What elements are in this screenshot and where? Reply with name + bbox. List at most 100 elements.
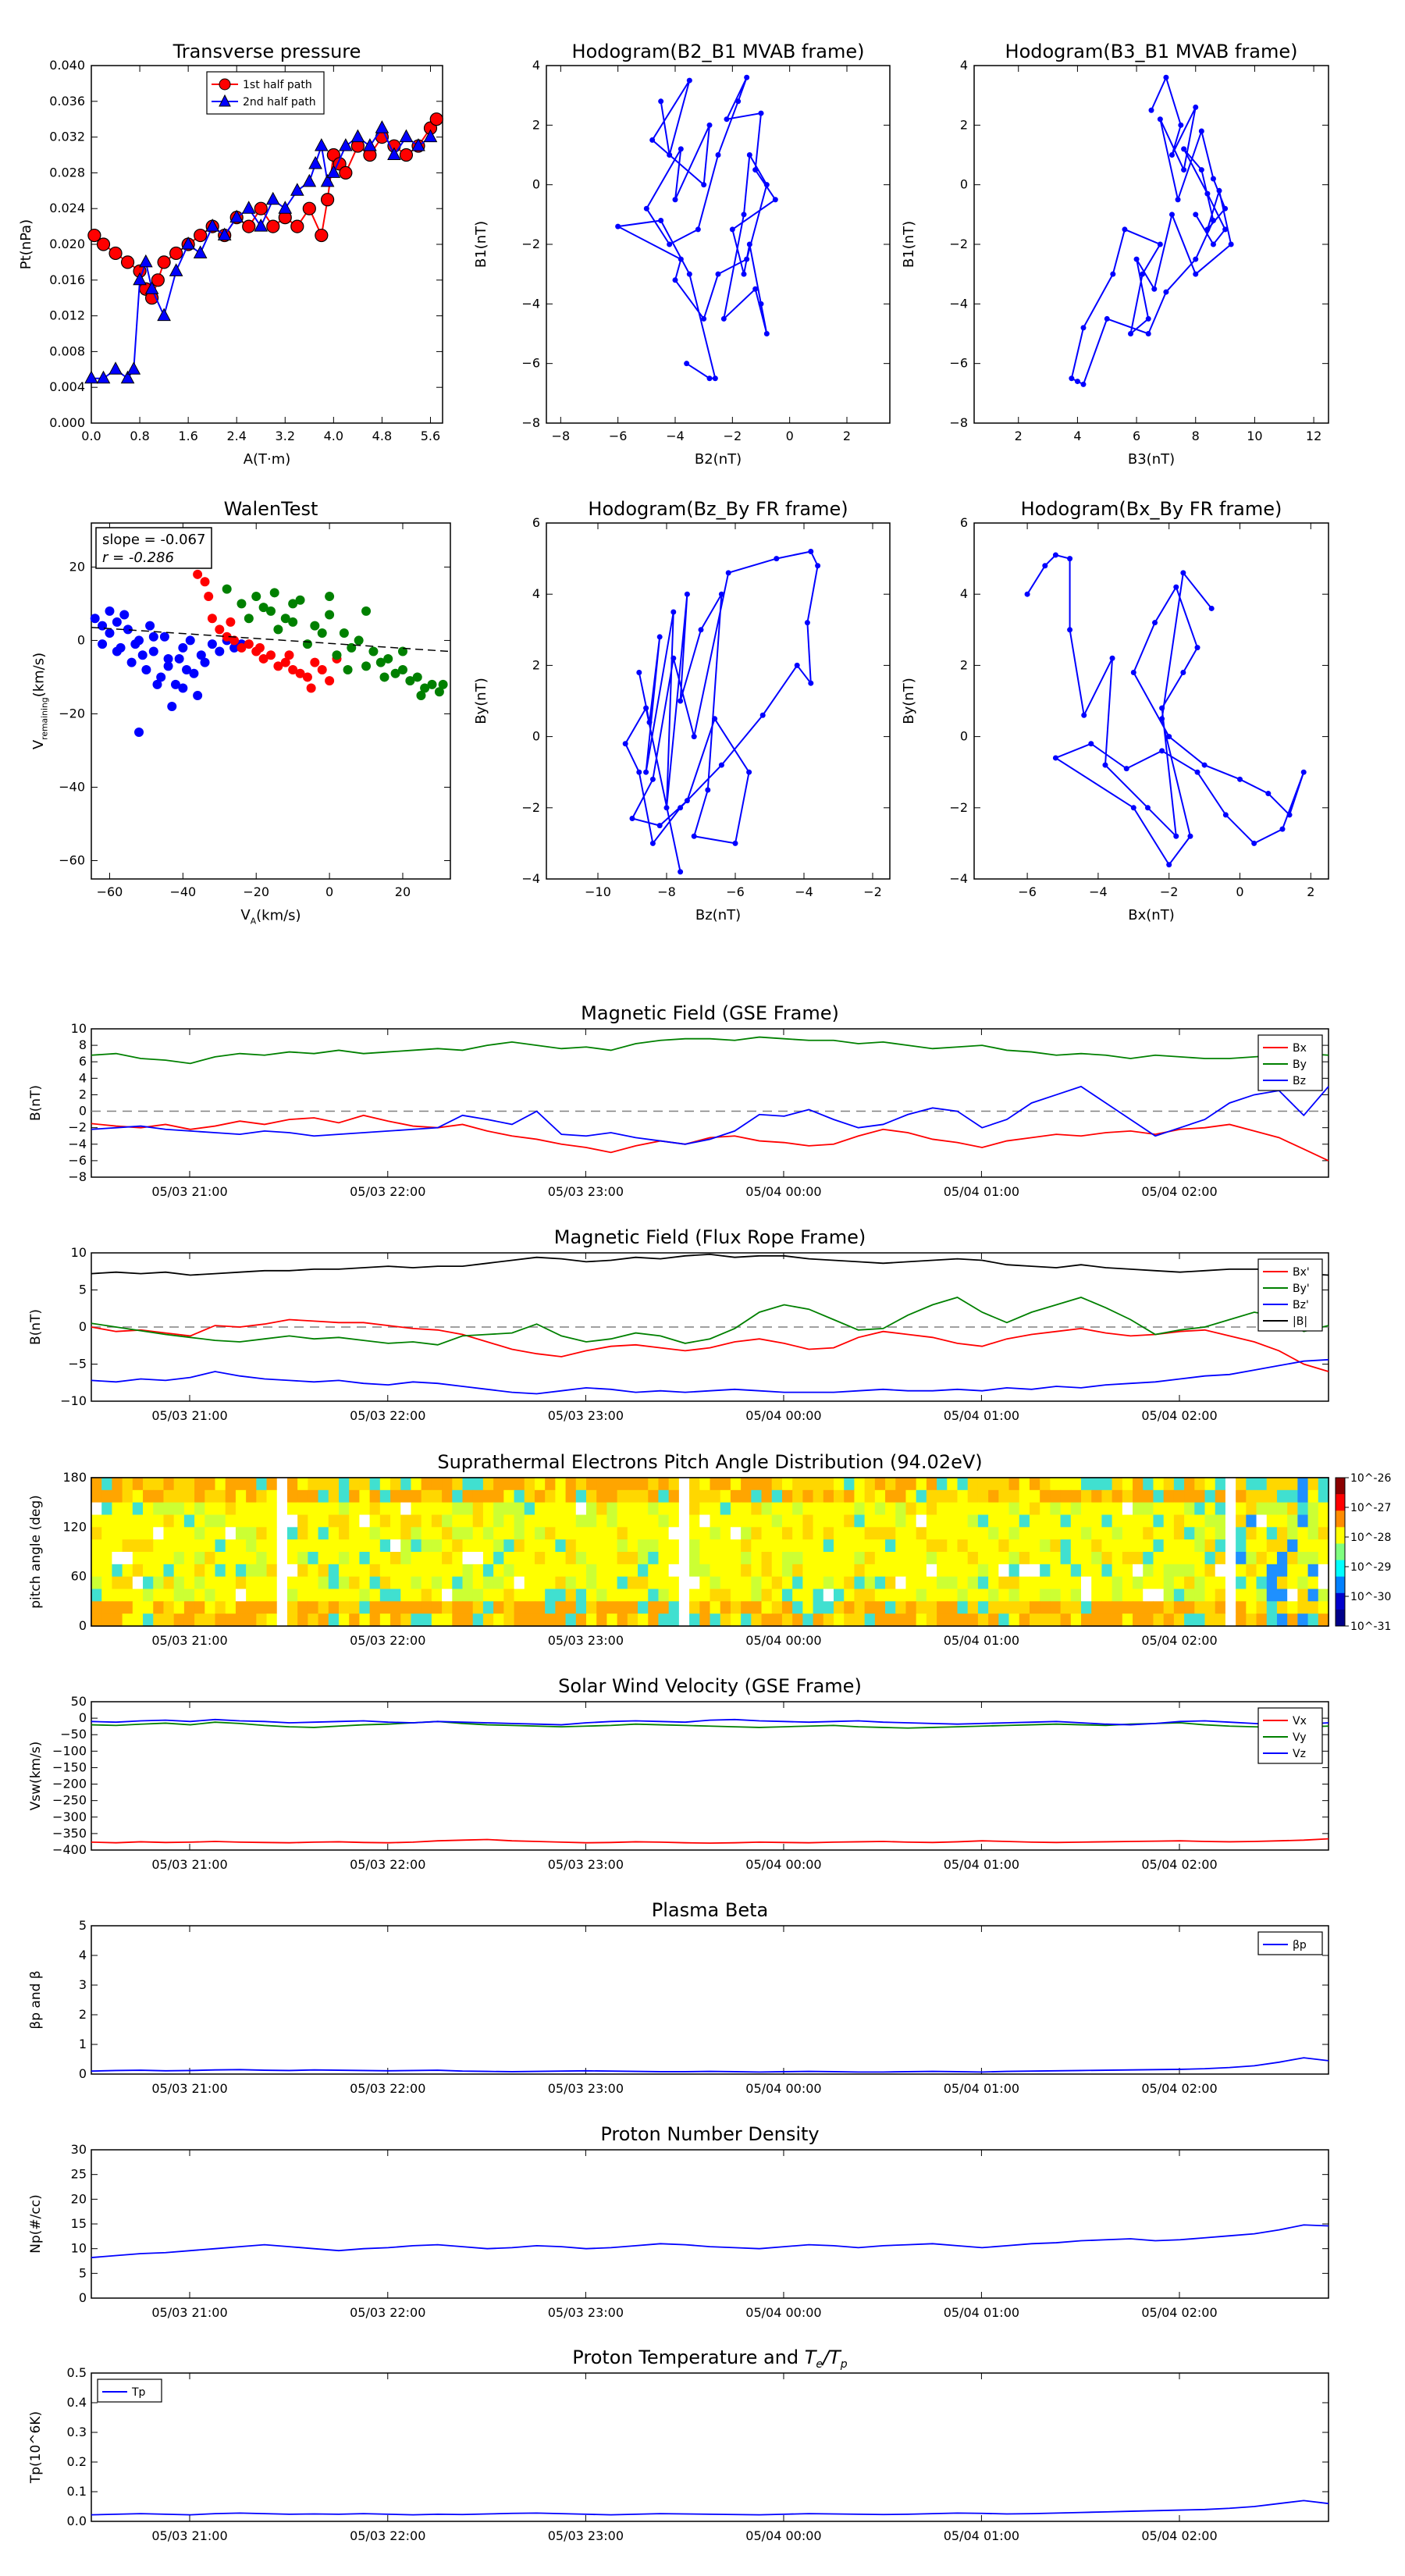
legend-label: Tp	[131, 2386, 146, 2399]
heatmap-cell	[781, 1539, 793, 1553]
heatmap-cell	[1091, 1552, 1103, 1565]
heatmap-cell	[1184, 1564, 1195, 1578]
heatmap-cell	[1008, 1527, 1020, 1540]
heatmap-cell	[297, 1502, 308, 1516]
heatmap-cell	[720, 1527, 731, 1540]
heatmap-cell	[246, 1576, 257, 1590]
heatmap-cell	[596, 1601, 608, 1614]
heatmap-cell	[606, 1539, 618, 1553]
heatmap-cell	[658, 1614, 670, 1627]
data-point	[420, 683, 430, 693]
heatmap-cell	[1225, 1514, 1236, 1528]
heatmap-cell	[864, 1489, 876, 1503]
y-tick-label: 0.000	[49, 415, 85, 430]
heatmap-cell	[545, 1601, 556, 1614]
y-tick-label: 5	[79, 1918, 87, 1933]
heatmap-cell	[256, 1514, 268, 1528]
heatmap-cell	[905, 1502, 917, 1516]
heatmap-cell	[885, 1601, 896, 1614]
heatmap-cell	[235, 1576, 247, 1590]
chart-title: Solar Wind Velocity (GSE Frame)	[558, 1675, 862, 1697]
heatmap-cell	[596, 1527, 608, 1540]
y-tick-label: −2	[949, 800, 968, 815]
heatmap-cell	[112, 1601, 123, 1614]
heatmap-cell	[122, 1614, 133, 1627]
heatmap-cell	[720, 1564, 731, 1578]
data-point	[90, 614, 100, 624]
heatmap-cell	[895, 1478, 907, 1491]
heatmap-cell	[328, 1552, 340, 1565]
heatmap-cell	[493, 1478, 504, 1491]
heatmap-cell	[1060, 1576, 1072, 1590]
heatmap-cell	[369, 1502, 381, 1516]
data-point	[670, 609, 677, 615]
heatmap-cell	[503, 1514, 515, 1528]
data-point	[1130, 670, 1136, 676]
data-point	[712, 716, 718, 722]
y-axis-label: pitch angle (deg)	[28, 1495, 44, 1609]
colorbar-tick-label: 10^-30	[1350, 1591, 1391, 1603]
heatmap-cell	[658, 1489, 670, 1503]
heatmap-cell	[586, 1489, 597, 1503]
y-axis-label: By(nT)	[473, 678, 489, 724]
heatmap-cell	[256, 1576, 268, 1590]
y-tick-label: 0.2	[67, 2454, 87, 2469]
heatmap-cell	[1019, 1502, 1030, 1516]
data-point	[1265, 791, 1272, 797]
heatmap-cell	[132, 1527, 144, 1540]
heatmap-cell	[813, 1539, 824, 1553]
x-tick-label: 05/04 01:00	[944, 1633, 1019, 1648]
heatmap-cell	[153, 1489, 165, 1503]
heatmap-cell	[256, 1601, 268, 1614]
heatmap-cell	[668, 1552, 680, 1565]
heatmap-cell	[1236, 1478, 1247, 1491]
heatmap-cell	[359, 1502, 371, 1516]
heatmap-cell	[545, 1564, 556, 1578]
heatmap-cell	[1246, 1527, 1257, 1540]
data-point	[148, 632, 158, 642]
heatmap-cell	[761, 1502, 773, 1516]
data-point	[649, 776, 656, 782]
legend-label: 1st half path	[243, 79, 312, 91]
heatmap-cell	[1297, 1614, 1309, 1627]
heatmap-cell	[215, 1539, 226, 1553]
heatmap-cell	[678, 1564, 690, 1578]
heatmap-cell	[493, 1614, 504, 1627]
heatmap-cell	[1276, 1502, 1288, 1516]
heatmap-cell	[1246, 1589, 1257, 1602]
heatmap-cell	[678, 1478, 690, 1491]
heatmap-cell	[741, 1589, 752, 1602]
x-tick-label: 5.6	[421, 429, 440, 443]
x-tick-label: 05/03 21:00	[151, 2305, 227, 2320]
heatmap-cell	[741, 1478, 752, 1491]
heatmap-cell	[1276, 1576, 1288, 1590]
heatmap-cell	[359, 1539, 371, 1553]
heatmap-cell	[916, 1489, 927, 1503]
heatmap-cell	[411, 1502, 422, 1516]
heatmap-cell	[555, 1539, 567, 1553]
heatmap-cell	[648, 1539, 660, 1553]
data-point	[174, 653, 184, 664]
heatmap-cell	[1153, 1527, 1165, 1540]
y-tick-label: 0.0	[67, 2514, 87, 2528]
heatmap-cell	[524, 1539, 535, 1553]
heatmap-cell	[741, 1489, 752, 1503]
data-point	[636, 670, 642, 676]
heatmap-cell	[977, 1539, 989, 1553]
heatmap-cell	[781, 1564, 793, 1578]
y-tick-label: 0.4	[67, 2395, 87, 2410]
heatmap-cell	[802, 1514, 814, 1528]
heatmap-cell	[1307, 1589, 1319, 1602]
data-point	[343, 665, 353, 675]
y-axis-label: B(nT)	[28, 1309, 44, 1345]
heatmap-cell	[1204, 1539, 1216, 1553]
heatmap-cell	[1060, 1564, 1072, 1578]
heatmap-cell	[844, 1589, 855, 1602]
heatmap-cell	[286, 1489, 298, 1503]
heatmap-cell	[482, 1576, 494, 1590]
heatmap-cell	[183, 1614, 195, 1627]
heatmap-cell	[183, 1478, 195, 1491]
data-point	[1210, 176, 1216, 182]
heatmap-cell	[1287, 1564, 1298, 1578]
heatmap-cell	[844, 1552, 855, 1565]
